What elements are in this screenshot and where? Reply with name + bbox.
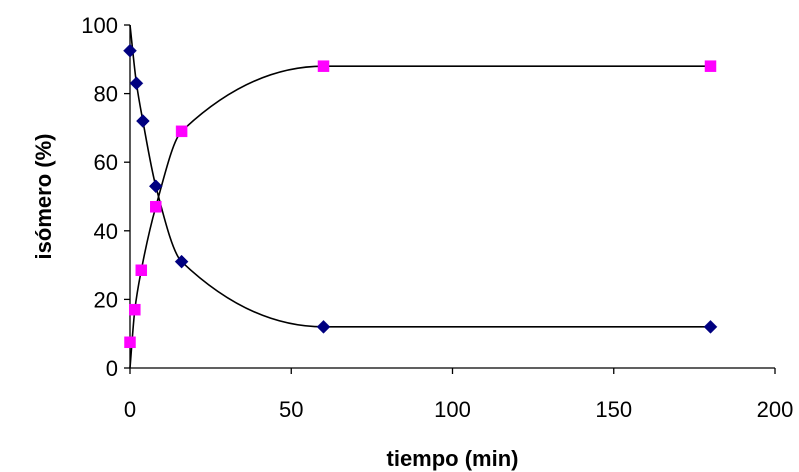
data-point-square — [704, 60, 717, 72]
y-tick-label: 80 — [94, 82, 118, 107]
data-point-diamond — [703, 319, 718, 334]
data-point-square — [135, 264, 148, 276]
y-axis-ticks: 0 20 40 60 80 100 — [81, 13, 130, 381]
data-point-diamond — [174, 254, 189, 269]
x-tick-label: 0 — [124, 397, 136, 422]
y-tick-label: 60 — [94, 150, 118, 175]
data-point-diamond — [148, 179, 163, 194]
x-tick-label: 50 — [279, 397, 303, 422]
data-point-square — [150, 201, 162, 213]
y-tick-label: 0 — [106, 356, 118, 381]
data-markers — [123, 43, 718, 349]
data-point-diamond — [129, 76, 144, 91]
y-axis-title: isómero (%) — [31, 134, 56, 260]
fit-curves — [129, 24, 711, 369]
x-axis-title: tiempo (min) — [387, 446, 519, 471]
data-point-square — [129, 303, 141, 316]
y-tick-label: 20 — [94, 287, 118, 312]
data-point-diamond — [123, 43, 137, 58]
data-point-diamond — [136, 114, 150, 128]
data-point-square — [124, 336, 136, 349]
y-tick-label: 40 — [94, 219, 118, 244]
x-axis-ticks: 0 50 100 150 200 — [124, 368, 793, 422]
fit-curve-2 — [129, 65, 711, 369]
data-point-square — [317, 60, 330, 72]
plot-area: 0 20 40 60 80 100 0 50 100 150 200 — [81, 13, 793, 422]
data-point-diamond — [316, 319, 331, 334]
x-tick-label: 200 — [757, 397, 794, 422]
x-tick-label: 100 — [434, 397, 471, 422]
fit-curve-1 — [129, 24, 711, 328]
y-tick-label: 100 — [81, 13, 118, 38]
data-point-square — [175, 125, 188, 138]
x-tick-label: 150 — [595, 397, 632, 422]
